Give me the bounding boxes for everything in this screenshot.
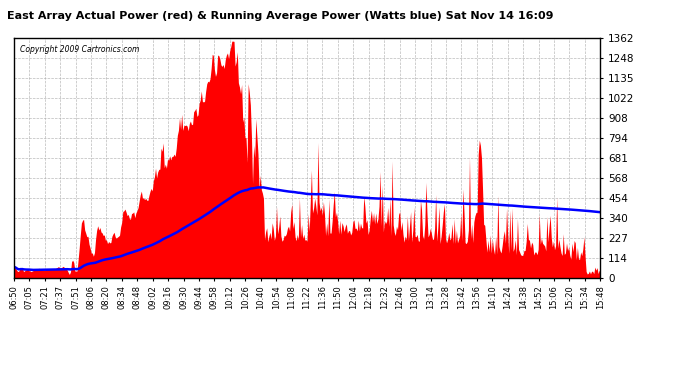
Text: East Array Actual Power (red) & Running Average Power (Watts blue) Sat Nov 14 16: East Array Actual Power (red) & Running … bbox=[7, 11, 553, 21]
Text: Copyright 2009 Cartronics.com: Copyright 2009 Cartronics.com bbox=[19, 45, 139, 54]
